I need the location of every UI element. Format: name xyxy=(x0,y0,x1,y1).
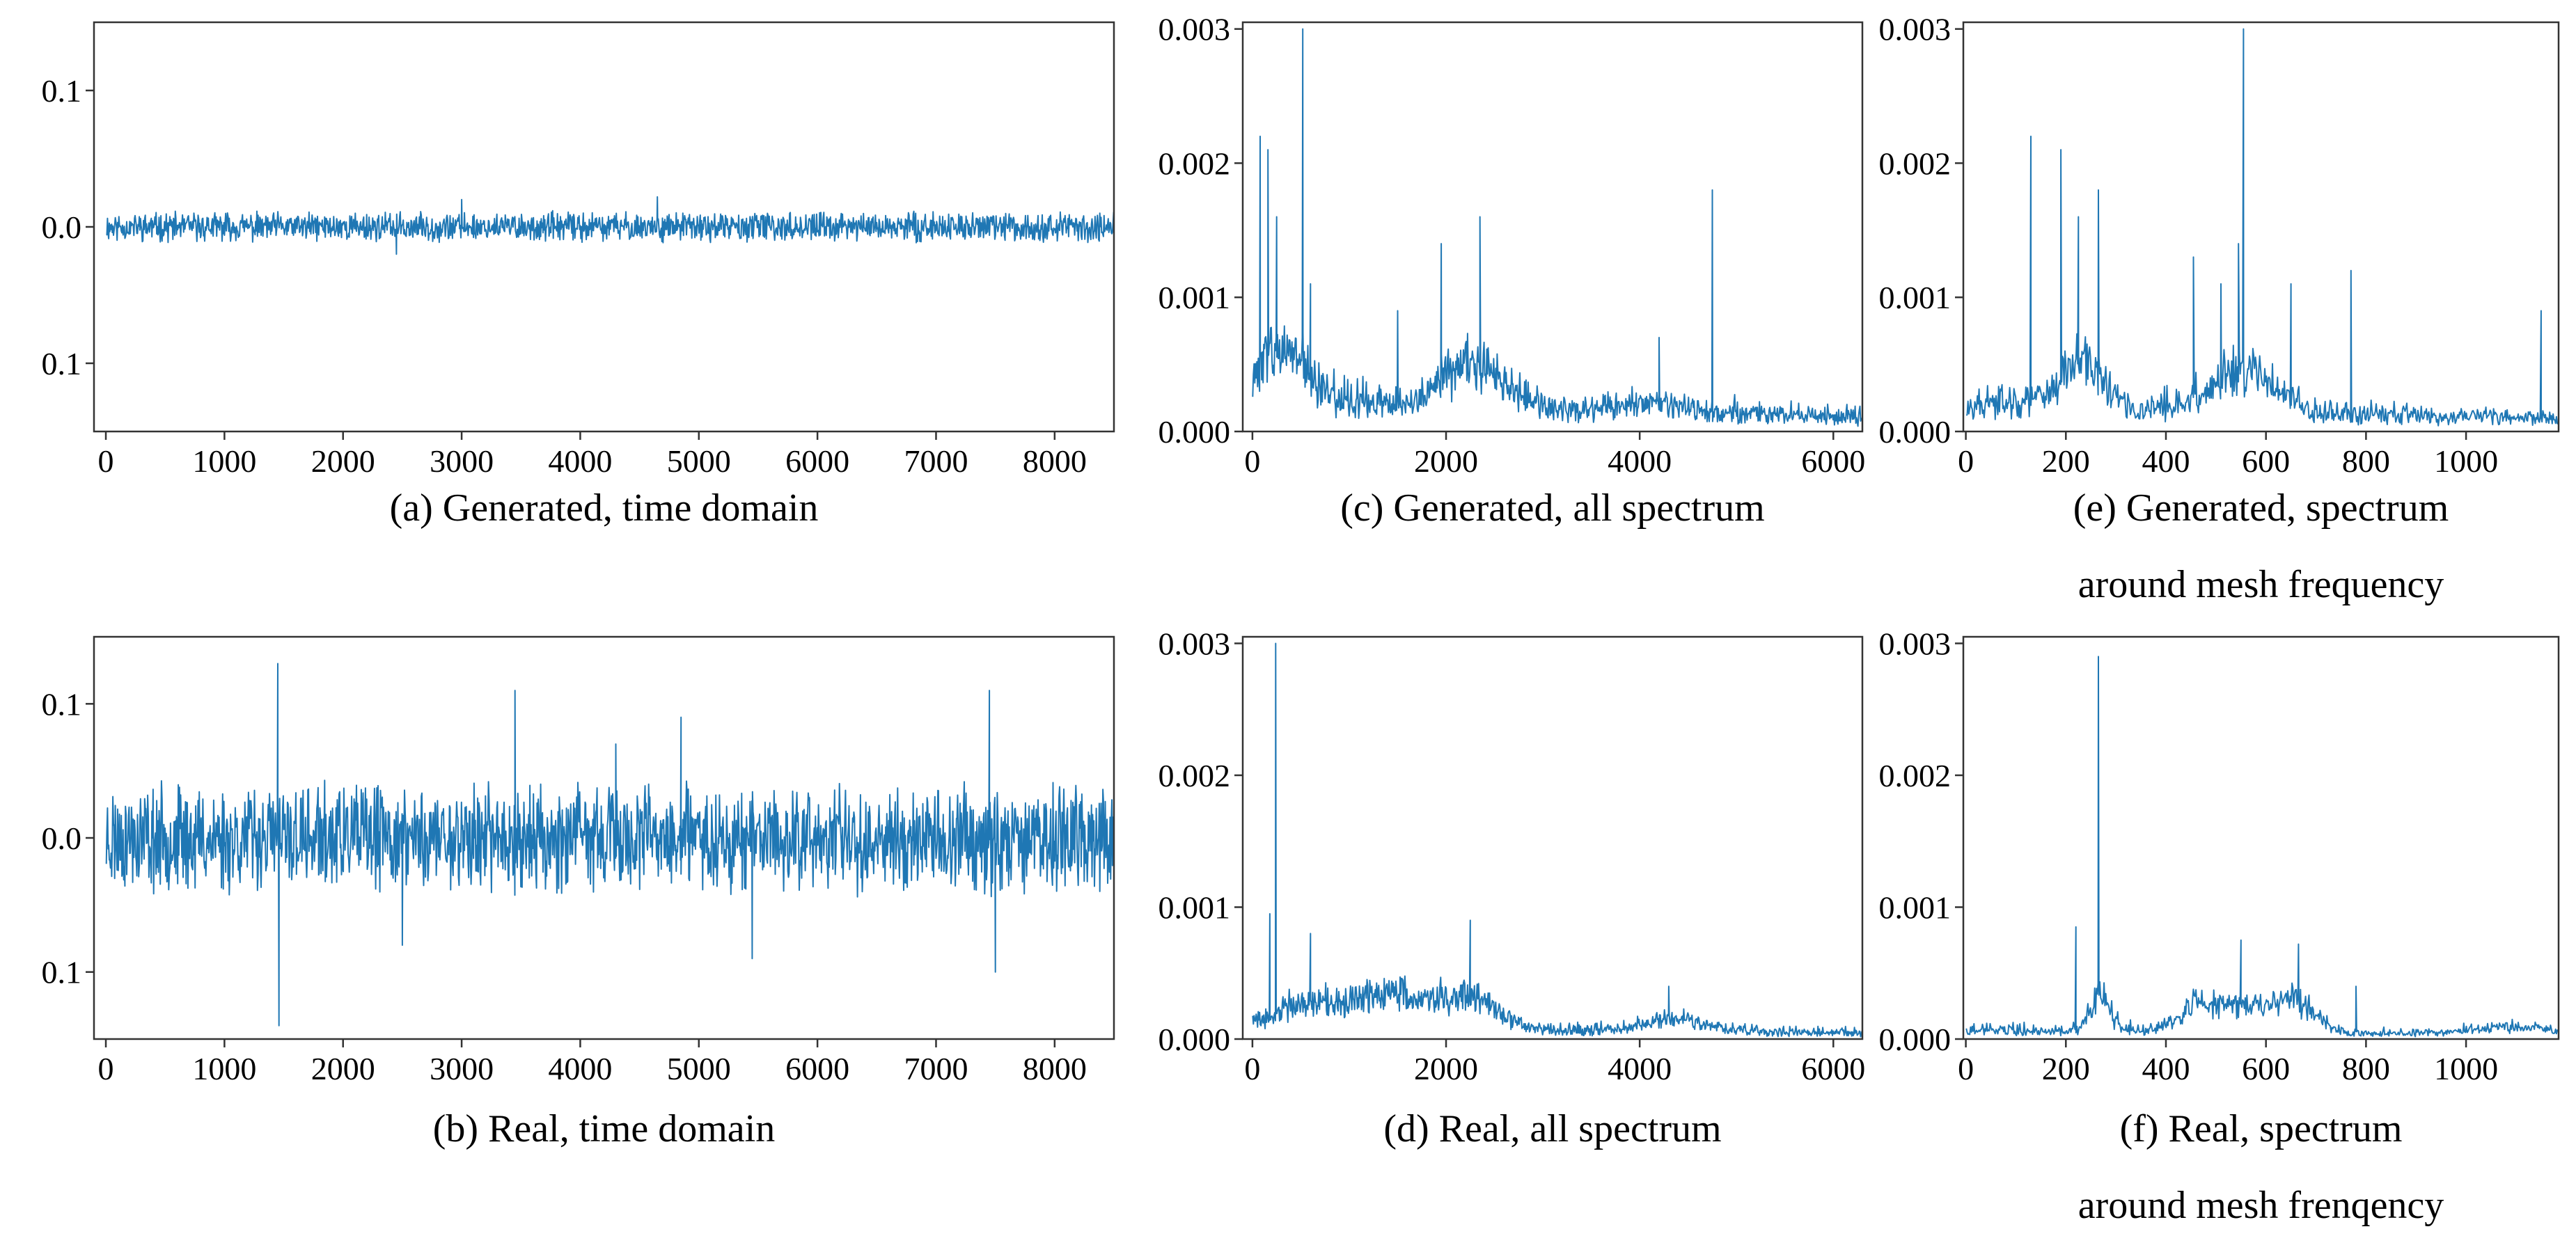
series-line-real-signal xyxy=(105,663,1115,1027)
chart-panel-c: 0 2000 4000 6000 0.000 0.001 0.002 0.003 (c) Gen… xyxy=(1159,12,1866,530)
chart-caption: (c) Generated, all spectrum xyxy=(1340,486,1764,530)
x-tick-label: 200 xyxy=(2042,443,2090,479)
y-tick-label: 0.001 xyxy=(1159,280,1231,315)
x-tick-label: 3000 xyxy=(430,443,494,479)
chart-panel-d: 0 2000 4000 6000 0.000 0.001 0.002 0.003 (d) Rea… xyxy=(1159,626,1866,1150)
y-tick-label: 0.0 xyxy=(42,209,82,245)
series-line-real-mesh-spectrum xyxy=(1965,656,2559,1038)
x-tick-label: 6000 xyxy=(1801,1051,1865,1086)
plot-frame xyxy=(1241,21,1864,433)
x-tick-label: 4000 xyxy=(548,443,612,479)
series-line-generated-signal xyxy=(106,196,1115,255)
y-tick-label: 0.1 xyxy=(42,955,82,990)
series-line-real-spectrum xyxy=(1252,642,1863,1038)
plot-frame xyxy=(1962,635,2560,1040)
x-tick-label: 2000 xyxy=(1414,443,1478,479)
y-tick-label: 0.002 xyxy=(1159,758,1231,793)
y-tick-label: 0.000 xyxy=(1159,1022,1231,1057)
x-tick-label: 800 xyxy=(2342,443,2390,479)
y-tick-label: 0.000 xyxy=(1879,1022,1951,1057)
x-tick-label: 4000 xyxy=(1608,1051,1672,1086)
x-tick-label: 5000 xyxy=(667,443,731,479)
x-tick-label: 0 xyxy=(1244,443,1260,479)
y-tick-label: 0.002 xyxy=(1159,145,1231,181)
x-tick-label: 0 xyxy=(1958,443,1974,479)
y-tick-label: 0.1 xyxy=(42,73,82,109)
y-tick-label: 0.002 xyxy=(1879,758,1951,793)
x-tick-label: 600 xyxy=(2242,1051,2290,1086)
x-tick-label: 1000 xyxy=(2434,1051,2498,1086)
series-line-generated-spectrum xyxy=(1252,28,1862,427)
y-tick-label: 0.001 xyxy=(1159,889,1231,925)
x-tick-label: 400 xyxy=(2142,1051,2190,1086)
x-tick-label: 4000 xyxy=(1608,443,1672,479)
y-tick-label: 0.0 xyxy=(42,821,82,856)
y-tick-label: 0.002 xyxy=(1879,145,1951,181)
chart-panel-b: 0 1000 2000 3000 4000 5000 6000 7000 8000 0.1 0.0 0… xyxy=(42,635,1115,1150)
x-tick-label: 0 xyxy=(1958,1051,1974,1086)
y-tick-label: 0.001 xyxy=(1879,889,1951,925)
y-tick-label: 0.003 xyxy=(1879,626,1951,661)
x-tick-label: 0 xyxy=(1244,1051,1260,1086)
chart-caption: (a) Generated, time domain xyxy=(390,486,819,530)
x-tick-label: 3000 xyxy=(430,1051,494,1086)
chart-caption: (d) Real, all spectrum xyxy=(1383,1107,1721,1150)
x-tick-label: 8000 xyxy=(1023,1051,1087,1086)
x-tick-label: 2000 xyxy=(311,443,375,479)
x-tick-label: 1000 xyxy=(192,1051,256,1086)
x-tick-label: 2000 xyxy=(1414,1051,1478,1086)
x-tick-label: 200 xyxy=(2042,1051,2090,1086)
plot-frame xyxy=(1962,21,2560,433)
x-tick-label: 0 xyxy=(98,443,114,479)
y-tick-label: 0.1 xyxy=(42,686,82,722)
x-tick-label: 600 xyxy=(2242,443,2290,479)
x-tick-label: 6000 xyxy=(785,1051,849,1086)
x-tick-label: 7000 xyxy=(904,1051,968,1086)
x-tick-label: 8000 xyxy=(1023,443,1087,479)
x-tick-label: 800 xyxy=(2342,1051,2390,1086)
plot-frame xyxy=(1241,635,1864,1040)
chart-caption: (e) Generated, spectrum xyxy=(2073,486,2449,530)
y-tick-label: 0.003 xyxy=(1159,626,1231,661)
y-tick-label: 0.001 xyxy=(1879,280,1951,315)
x-tick-label: 6000 xyxy=(1801,443,1865,479)
y-tick-label: 0.000 xyxy=(1879,414,1951,450)
x-tick-label: 6000 xyxy=(785,443,849,479)
x-tick-label: 1000 xyxy=(2434,443,2498,479)
chart-caption: around mesh frenqency xyxy=(2078,1184,2444,1227)
y-tick-label: 0.000 xyxy=(1159,414,1231,450)
y-tick-label: 0.003 xyxy=(1879,12,1951,47)
x-tick-label: 0 xyxy=(98,1051,114,1086)
chart-caption: (f) Real, spectrum xyxy=(2120,1107,2403,1150)
series-line-generated-mesh-spectrum xyxy=(1965,28,2559,427)
y-tick-label: 0.003 xyxy=(1159,12,1231,47)
x-tick-label: 4000 xyxy=(548,1051,612,1086)
x-tick-label: 1000 xyxy=(192,443,256,479)
chart-caption: around mesh frequency xyxy=(2078,563,2444,606)
chart-caption: (b) Real, time domain xyxy=(433,1107,775,1150)
chart-panel-a: 0 1000 2000 3000 4000 5000 6000 7000 8000 0.1 0.0 0… xyxy=(42,21,1115,530)
x-tick-label: 7000 xyxy=(904,443,968,479)
x-tick-label: 5000 xyxy=(667,1051,731,1086)
x-tick-label: 400 xyxy=(2142,443,2190,479)
chart-panel-e: 0 200 400 600 800 1000 0.000 0.001 0.002 0.003 (e)… xyxy=(1879,12,2560,606)
y-tick-label: 0.1 xyxy=(42,346,82,381)
chart-panel-f: 0 200 400 600 800 1000 0.000 0.001 0.002 0.003 (f)… xyxy=(1879,626,2560,1227)
x-tick-label: 2000 xyxy=(311,1051,375,1086)
